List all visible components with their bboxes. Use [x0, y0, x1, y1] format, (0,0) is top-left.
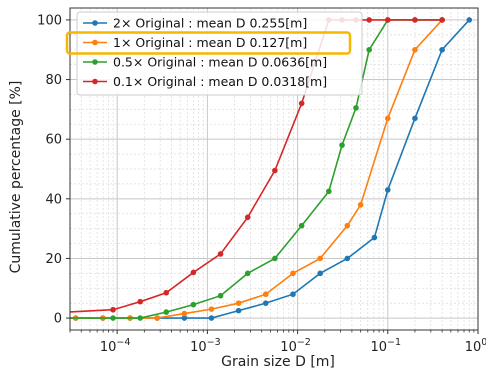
data-point: [298, 222, 305, 229]
series-line: [70, 19, 443, 313]
data-point: [262, 291, 269, 298]
data-point: [181, 310, 188, 317]
data-point: [326, 188, 332, 195]
data-point: [384, 187, 391, 193]
data-point: [290, 270, 296, 277]
legend-entry: 1× Original : mean D 0.127[m]: [65, 31, 352, 55]
data-point: [290, 291, 296, 298]
y-tick-label: 60: [45, 133, 62, 148]
series-2: [19, 17, 445, 321]
data-point: [339, 142, 345, 148]
data-point: [317, 270, 323, 277]
legend-highlight-box: [65, 31, 352, 55]
legend-label: 2× Original : mean D 0.255[m]: [113, 16, 307, 31]
data-point: [298, 100, 305, 107]
legend-entry: 0.5× Original : mean D 0.0636[m]: [83, 55, 327, 70]
data-point: [371, 234, 378, 241]
x-tick-label: 10−3: [190, 337, 221, 355]
legend-entry: 2× Original : mean D 0.255[m]: [83, 16, 307, 31]
y-tick-label: 100: [37, 13, 62, 28]
data-point: [439, 17, 445, 23]
data-point: [208, 306, 215, 312]
data-point: [262, 300, 269, 306]
legend: 2× Original : mean D 0.255[m] 1× Origina…: [65, 11, 363, 96]
data-point: [272, 255, 278, 262]
data-point: [208, 315, 215, 321]
data-point: [344, 255, 351, 262]
data-point: [154, 315, 161, 321]
data-point: [353, 105, 359, 111]
data-point: [412, 115, 418, 122]
data-point: [110, 306, 116, 313]
data-point: [163, 289, 170, 296]
legend-label: 0.1× Original : mean D 0.0318[m]: [113, 74, 327, 89]
data-point: [137, 315, 143, 321]
series-layer: [19, 17, 473, 321]
y-tick-label: 0: [54, 312, 62, 327]
data-point: [344, 222, 351, 229]
data-point: [19, 315, 25, 321]
x-tick-label: 10−4: [100, 337, 131, 355]
data-point: [181, 315, 188, 321]
legend-entry: 0.1× Original : mean D 0.0318[m]: [83, 74, 327, 89]
y-axis-title: Cumulative percentage [%]: [8, 81, 24, 274]
y-tick-label: 20: [45, 252, 62, 267]
x-tick-label: 10−1: [371, 337, 402, 355]
data-point: [439, 46, 445, 53]
legend-marker: [92, 59, 98, 65]
data-point: [235, 307, 242, 314]
x-axis-title: Grain size D [m]: [221, 354, 335, 370]
data-point: [272, 167, 278, 174]
data-point: [217, 251, 224, 257]
data-point: [244, 270, 251, 277]
legend-marker: [92, 39, 98, 46]
data-point: [190, 269, 197, 276]
series-line: [70, 19, 443, 319]
data-point: [366, 46, 372, 53]
data-point: [19, 315, 25, 321]
legend-marker: [92, 78, 98, 85]
y-tick-label: 40: [45, 192, 62, 207]
data-point: [190, 301, 197, 308]
data-point: [466, 17, 473, 23]
data-point: [137, 298, 143, 305]
x-tick-label: 10−2: [280, 337, 311, 355]
plot-frame: [69, 7, 479, 331]
x-tick-layer: 10−4 10−3 10−2 10−1 100: [69, 330, 486, 355]
data-point: [244, 214, 251, 221]
data-point: [217, 292, 224, 299]
data-point: [317, 255, 323, 262]
data-point: [366, 17, 372, 23]
data-point: [235, 300, 242, 306]
data-point: [46, 315, 52, 321]
legend-label: 0.5× Original : mean D 0.0636[m]: [113, 55, 327, 70]
x-tick-label: 100: [465, 337, 486, 355]
y-tick-layer: 0 20 40 60 80 100: [37, 13, 70, 327]
y-tick-label: 80: [45, 73, 62, 88]
data-point: [110, 315, 116, 321]
legend-marker: [92, 20, 98, 26]
data-point: [384, 115, 391, 122]
data-point: [357, 201, 364, 208]
data-point: [163, 309, 170, 315]
data-point: [412, 17, 418, 23]
legend-label: 1× Original : mean D 0.127[m]: [113, 35, 307, 50]
data-point: [46, 315, 52, 321]
data-point: [412, 46, 418, 53]
data-point: [384, 17, 391, 23]
